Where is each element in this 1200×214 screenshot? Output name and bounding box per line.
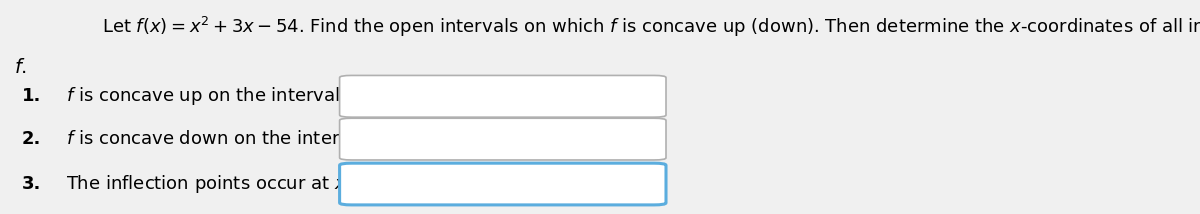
FancyBboxPatch shape bbox=[340, 76, 666, 117]
Text: The inflection points occur at $x$ =: The inflection points occur at $x$ = bbox=[66, 173, 366, 195]
FancyBboxPatch shape bbox=[340, 118, 666, 160]
Text: $f$.: $f$. bbox=[14, 58, 28, 77]
Text: 1.: 1. bbox=[22, 87, 41, 105]
Text: 2.: 2. bbox=[22, 130, 41, 148]
FancyBboxPatch shape bbox=[340, 163, 666, 205]
Text: 3.: 3. bbox=[22, 175, 41, 193]
Text: $f$ is concave up on the intervals: $f$ is concave up on the intervals bbox=[66, 85, 350, 107]
Text: Let $f(x) = x^2 + 3x - 54$. Find the open intervals on which $f$ is concave up (: Let $f(x) = x^2 + 3x - 54$. Find the ope… bbox=[102, 15, 1200, 39]
Text: $f$ is concave down on the intervals: $f$ is concave down on the intervals bbox=[66, 130, 376, 148]
